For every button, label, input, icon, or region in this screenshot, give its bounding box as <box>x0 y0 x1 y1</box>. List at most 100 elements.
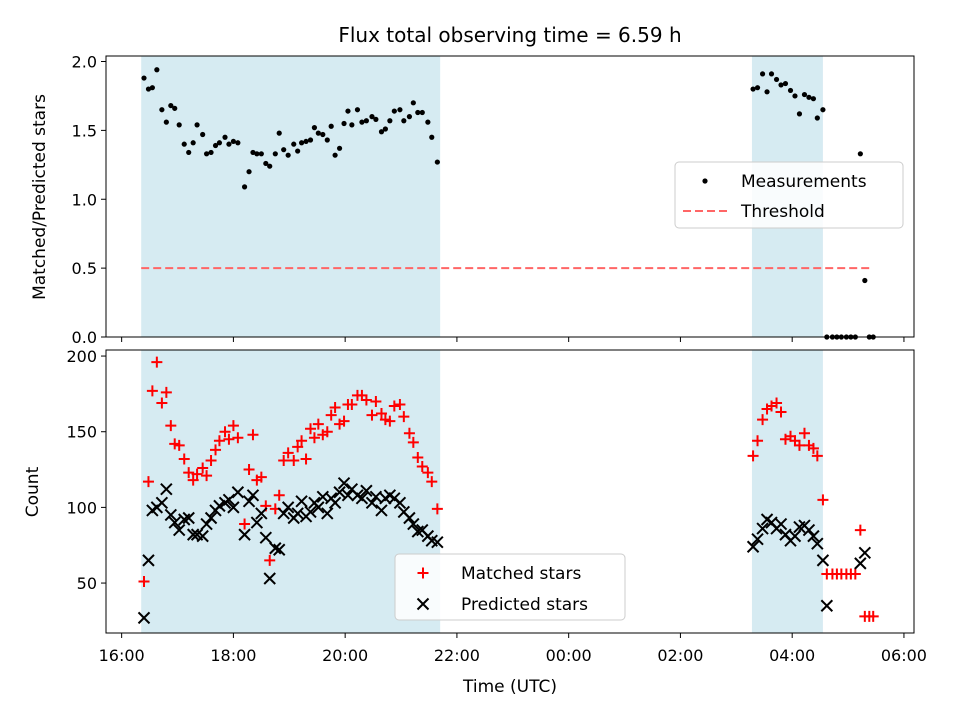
measurements-legend-marker <box>702 178 708 184</box>
predicted-star-point <box>246 489 260 502</box>
measurement-point <box>235 140 241 146</box>
measurement-point <box>267 163 273 169</box>
matched-star-point <box>321 426 333 438</box>
matched-star-point <box>811 450 823 462</box>
measurement-point <box>796 111 803 117</box>
predicted-star-point <box>854 557 867 570</box>
predicted-star-point <box>393 496 407 510</box>
matched-star-point <box>305 423 317 435</box>
matched-star-point <box>219 426 231 438</box>
matched-star-point <box>138 576 150 588</box>
matched-star-point <box>775 406 787 418</box>
predicted-star-point <box>231 486 245 499</box>
y-tick-label: 1.5 <box>72 121 97 140</box>
measurement-point <box>754 85 761 91</box>
measurement-point <box>141 75 147 81</box>
y-tick-label: 100 <box>66 498 97 517</box>
matched-star-point <box>201 470 213 482</box>
matched-star-point <box>416 461 428 473</box>
matched-star-point <box>288 454 300 466</box>
measurement-point <box>336 145 343 151</box>
predicted-star-point <box>375 504 388 517</box>
legend-measurements-label: Measurements <box>741 172 867 192</box>
predicted-star-point <box>756 522 769 535</box>
top-plot-frame <box>105 55 915 338</box>
predicted-star-point <box>142 554 155 567</box>
matched-star-point <box>308 432 320 444</box>
predicted-star-point <box>802 523 816 537</box>
matched-star-point <box>817 494 829 506</box>
predicted-star-point <box>255 507 268 520</box>
matched-star-point <box>191 468 203 480</box>
top-x-ticks <box>121 337 905 342</box>
measurement-point <box>354 107 361 113</box>
measurement-point <box>186 149 192 156</box>
measurement-point <box>307 137 314 143</box>
measurement-point <box>246 169 252 175</box>
measurement-point <box>176 122 182 128</box>
predicted-star-point <box>312 501 325 514</box>
measurement-point <box>387 118 393 124</box>
measurement-point <box>159 107 165 113</box>
measurement-point <box>862 277 868 284</box>
matched-star-point <box>273 489 285 501</box>
y-tick-label: 50 <box>77 574 97 593</box>
matched-star-point <box>867 610 879 622</box>
measurement-point <box>759 71 766 77</box>
matched-star-point <box>329 402 341 414</box>
matched-star-point <box>156 397 168 409</box>
bottom-plot: 50 100 150 200 16:00 18:00 20:00 22:00 00:00 02:… <box>23 347 927 697</box>
measurement-point <box>226 141 232 147</box>
predicted-star-point <box>337 476 351 490</box>
bottom-x-axis: 16:00 18:00 20:00 22:00 00:00 02:00 04:00 06:00 <box>99 633 927 665</box>
y-tick-label: 150 <box>66 423 97 442</box>
predicted-star-point <box>172 523 186 537</box>
measurement-point <box>359 119 365 125</box>
predicted-star-point <box>186 528 200 541</box>
measurement-point <box>200 131 206 138</box>
measurement-point <box>168 102 174 109</box>
measurement-point <box>369 114 375 120</box>
matched-star-point <box>282 447 294 459</box>
x-tick-label: 02:00 <box>657 646 703 665</box>
predicted-star-point <box>263 572 276 585</box>
matched-star-point <box>197 462 209 474</box>
measurement-point <box>194 122 200 128</box>
measurement-point <box>250 149 256 156</box>
measurement-point <box>324 137 330 143</box>
measurement-point <box>230 138 237 145</box>
predicted-star-point <box>431 535 444 549</box>
predicted-star-point <box>281 501 295 514</box>
measurement-point <box>345 108 351 114</box>
measurement-point <box>163 119 169 125</box>
measurement-point <box>778 82 784 88</box>
predicted-star-point <box>360 484 373 497</box>
matched-star-point <box>422 467 434 479</box>
measurement-point <box>341 120 347 127</box>
matched-star-point <box>232 432 244 444</box>
predicted-star-point <box>182 511 195 525</box>
matched-star-point <box>142 476 154 488</box>
matched-star-point <box>278 454 290 466</box>
matched-star-point <box>151 356 163 368</box>
matched-star-point <box>165 420 177 432</box>
legend-matched-label: Matched stars <box>461 564 581 584</box>
matched-star-point <box>798 427 810 439</box>
matched-star-point <box>183 467 195 479</box>
measurement-point <box>154 67 160 73</box>
measurement-point <box>857 151 863 157</box>
observing-window-band <box>751 350 823 633</box>
bottom-observing-bands <box>141 350 823 633</box>
matched-star-point <box>346 398 358 410</box>
measurement-point <box>203 151 210 157</box>
predicted-star-point <box>160 483 173 496</box>
measurement-point <box>806 94 812 100</box>
matched-star-point <box>239 518 251 530</box>
matched-star-point <box>375 408 387 420</box>
measurement-point <box>272 151 278 157</box>
matched-star-point <box>747 450 759 462</box>
bottom-legend-box <box>394 553 626 621</box>
measurement-point <box>332 152 338 158</box>
measurement-point <box>258 151 264 157</box>
